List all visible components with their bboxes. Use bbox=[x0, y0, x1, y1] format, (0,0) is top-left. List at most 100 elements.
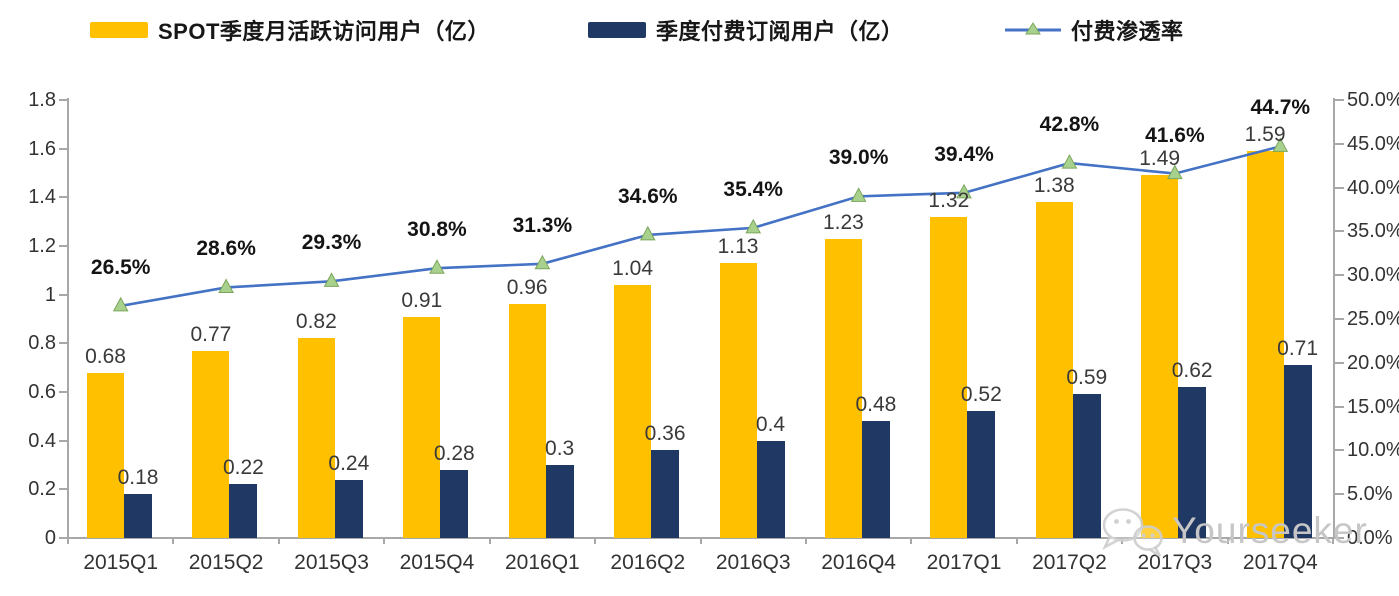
right-axis-tick-label: 35.0% bbox=[1347, 220, 1399, 243]
penetration-marker bbox=[1061, 154, 1078, 169]
bar-value-label-paid: 0.18 bbox=[117, 466, 159, 490]
x-axis-category-label: 2017Q1 bbox=[926, 551, 1002, 574]
right-axis-tick bbox=[1335, 361, 1344, 364]
right-axis-tick bbox=[1335, 99, 1344, 101]
left-axis-tick-label: 0.8 bbox=[28, 332, 56, 355]
left-axis-tick-label: 0.2 bbox=[28, 478, 56, 501]
x-axis-category-label: 2017Q2 bbox=[1032, 551, 1107, 574]
bar-value-label-mau: 0.82 bbox=[295, 310, 337, 334]
x-axis-category-label: 2015Q3 bbox=[294, 551, 369, 574]
x-axis-tick bbox=[172, 538, 175, 544]
penetration-value-label: 44.7% bbox=[1250, 96, 1311, 120]
bar-paid bbox=[334, 479, 363, 538]
right-axis-tick-label: 5.0% bbox=[1347, 483, 1393, 506]
left-axis-tick bbox=[59, 342, 68, 345]
bar-value-label-mau: 1.13 bbox=[717, 235, 759, 259]
left-axis-tick bbox=[59, 245, 68, 247]
bar-value-label-mau: 1.38 bbox=[1033, 174, 1075, 198]
mau-bar-swatch bbox=[90, 22, 148, 38]
penetration-value-label: 29.3% bbox=[301, 231, 362, 255]
bar-mau bbox=[614, 284, 652, 538]
penetration-line-swatch bbox=[1005, 21, 1061, 39]
right-axis-tick bbox=[1335, 449, 1344, 452]
left-axis-line bbox=[67, 98, 69, 539]
bar-value-label-paid: 0.28 bbox=[433, 441, 475, 465]
bar-value-label-mau: 1.59 bbox=[1244, 123, 1286, 147]
legend-label-mau: SPOT季度月活跃访问用户（亿） bbox=[158, 19, 490, 44]
legend-item-penetration: 付费渗透率 bbox=[1005, 16, 1184, 44]
x-axis-tick bbox=[1332, 538, 1334, 544]
bar-value-label-paid: 0.4 bbox=[755, 412, 786, 436]
left-axis-tick bbox=[59, 196, 68, 199]
penetration-line-path bbox=[120, 145, 1281, 308]
bar-paid bbox=[967, 411, 996, 538]
x-axis-category-label: 2016Q3 bbox=[715, 551, 791, 574]
left-axis-tick bbox=[59, 439, 68, 442]
bar-mau bbox=[403, 316, 441, 538]
right-axis-line bbox=[1333, 98, 1335, 539]
bar-value-label-mau: 0.91 bbox=[401, 288, 443, 312]
watermark: Yourseeker bbox=[1096, 504, 1368, 558]
x-axis-category-label: 2016Q2 bbox=[610, 551, 686, 574]
right-axis-tick-label: 10.0% bbox=[1347, 439, 1399, 462]
bar-value-label-mau: 1.23 bbox=[822, 210, 864, 234]
bar-value-label-paid: 0.62 bbox=[1171, 359, 1213, 383]
bar-value-label-paid: 0.48 bbox=[855, 393, 897, 417]
bar-paid bbox=[651, 450, 680, 538]
right-axis-tick-label: 30.0% bbox=[1347, 264, 1399, 287]
bar-paid bbox=[1072, 394, 1101, 538]
right-axis-tick bbox=[1335, 493, 1344, 496]
bar-value-label-mau: 1.04 bbox=[612, 256, 654, 280]
penetration-value-label: 28.6% bbox=[196, 237, 256, 261]
penetration-marker bbox=[323, 272, 340, 287]
right-axis-tick bbox=[1335, 318, 1344, 320]
right-axis-tick-label: 45.0% bbox=[1347, 132, 1399, 155]
x-axis-tick bbox=[67, 538, 69, 544]
x-axis-tick bbox=[1015, 538, 1018, 544]
bar-paid bbox=[124, 494, 152, 538]
penetration-marker bbox=[218, 278, 234, 293]
bar-paid bbox=[1178, 387, 1207, 538]
bar-mau bbox=[297, 338, 335, 538]
penetration-marker bbox=[429, 259, 445, 274]
x-axis-tick bbox=[804, 538, 807, 544]
right-axis-tick bbox=[1335, 405, 1344, 408]
legend-item-paid: 季度付费订阅用户（亿） bbox=[588, 16, 904, 44]
x-axis-tick bbox=[277, 538, 280, 544]
right-axis-tick bbox=[1335, 142, 1344, 145]
bar-mau bbox=[1141, 175, 1179, 538]
penetration-value-label: 30.8% bbox=[407, 218, 467, 242]
right-axis-tick bbox=[1335, 274, 1344, 277]
bar-value-label-paid: 0.24 bbox=[328, 451, 370, 475]
penetration-marker bbox=[639, 225, 656, 241]
bar-mau bbox=[87, 372, 124, 538]
bar-paid bbox=[440, 469, 469, 538]
x-axis-category-label: 2017Q3 bbox=[1137, 551, 1213, 574]
penetration-value-label: 26.5% bbox=[90, 255, 151, 279]
x-axis-category-label: 2016Q4 bbox=[821, 551, 896, 574]
x-axis-tick bbox=[910, 538, 913, 544]
left-axis-tick-label: 1 bbox=[44, 283, 56, 306]
legend-item-mau: SPOT季度月活跃访问用户（亿） bbox=[90, 16, 490, 44]
penetration-value-label: 39.4% bbox=[934, 142, 994, 166]
bar-paid bbox=[756, 440, 785, 538]
penetration-value-label: 39.0% bbox=[828, 146, 889, 170]
wechat-icon bbox=[1102, 508, 1163, 558]
left-axis-tick-label: 0 bbox=[44, 527, 56, 549]
left-axis-tick bbox=[59, 488, 68, 491]
left-axis-tick bbox=[59, 391, 68, 393]
left-axis-tick-label: 1.4 bbox=[28, 186, 56, 209]
bar-mau bbox=[719, 263, 757, 538]
left-axis-tick bbox=[59, 537, 68, 539]
left-axis-tick bbox=[59, 293, 68, 296]
line-marker-icon bbox=[1005, 22, 1061, 35]
right-axis-tick bbox=[1335, 230, 1344, 233]
bar-value-label-paid: 0.59 bbox=[1066, 366, 1108, 390]
x-axis-tick bbox=[488, 538, 491, 544]
bar-value-label-mau: 0.96 bbox=[506, 276, 548, 300]
x-axis-tick bbox=[699, 538, 702, 544]
bar-mau bbox=[192, 350, 230, 538]
paid-bar-swatch bbox=[588, 22, 646, 38]
penetration-marker bbox=[850, 187, 867, 202]
